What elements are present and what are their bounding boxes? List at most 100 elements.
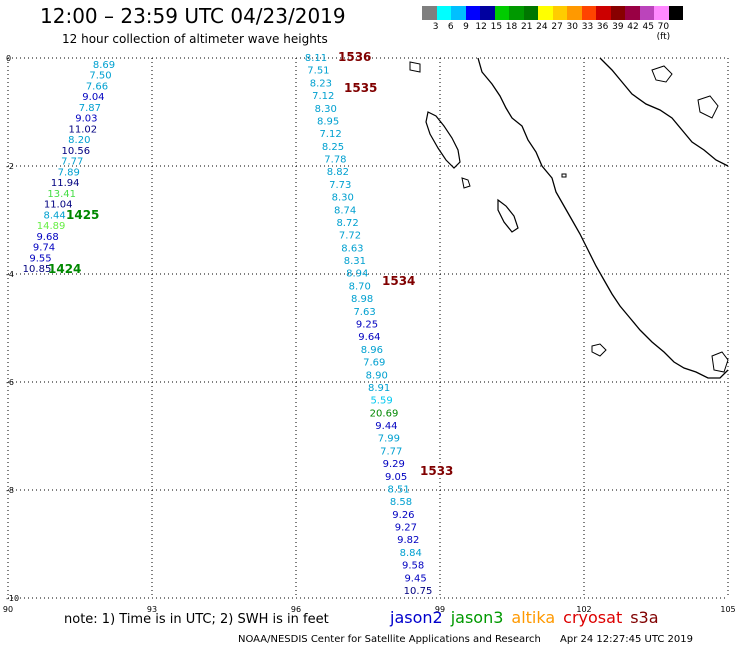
colorbar-swatch (625, 6, 640, 20)
island-outline (561, 173, 567, 178)
y-tick-label: 0 (6, 54, 11, 63)
satellite-jason3: jason3 (450, 608, 504, 627)
pass-time-label: 1425 (66, 208, 99, 222)
colorbar-swatch (596, 6, 611, 20)
swh-value: 5.59 (370, 396, 392, 407)
swh-value: 7.87 (79, 103, 101, 114)
y-tick-label: -8 (6, 486, 14, 495)
swh-value: 9.74 (33, 243, 55, 254)
satellite-s3a: s3a (630, 608, 659, 627)
pass-time-label: 1535 (344, 81, 377, 95)
colorbar-swatch (639, 6, 654, 20)
colorbar-label: 45 (642, 22, 654, 32)
swh-value: 9.68 (36, 232, 58, 243)
colorbar-swatch (523, 6, 538, 20)
swh-value: 14.89 (37, 221, 66, 232)
swh-value: 8.25 (322, 142, 344, 153)
colorbar-label: 15 (490, 22, 503, 32)
colorbar-label: 36 (596, 22, 609, 32)
swh-value: 9.82 (397, 535, 419, 546)
colorbar-swatch (480, 6, 495, 20)
x-tick-label: 90 (3, 605, 13, 614)
swh-value: 7.12 (312, 91, 334, 102)
colorbar-swatch (538, 6, 553, 20)
swh-value: 9.27 (395, 523, 417, 534)
swh-value: 8.63 (341, 243, 363, 254)
colorbar-swatch (581, 6, 596, 20)
swh-value: 7.89 (58, 167, 80, 178)
satellite-altika: altika (511, 608, 556, 627)
coastline (599, 57, 729, 167)
pass-time-label: 1424 (48, 262, 81, 276)
swh-value: 9.55 (29, 253, 51, 264)
x-tick-label: 99 (435, 605, 445, 614)
satellite-legend: jason2 jason3 altika cryosat s3a (390, 608, 667, 627)
swh-value: 7.50 (89, 71, 111, 82)
swh-value: 9.26 (392, 510, 414, 521)
swh-value: 7.78 (324, 155, 346, 166)
swh-value: 11.04 (44, 200, 73, 211)
swh-value: 9.04 (82, 92, 104, 103)
map-title: 12:00 – 23:59 UTC 04/23/2019 (40, 4, 346, 28)
colorbar-swatch (552, 6, 567, 20)
swh-value: 9.25 (356, 320, 378, 331)
colorbar (422, 6, 683, 20)
swh-value: 9.58 (402, 561, 424, 572)
colorbar-swatch (567, 6, 582, 20)
coastline (477, 57, 729, 379)
colorbar-swatch (436, 6, 451, 20)
colorbar-label: 70 (ft) (656, 22, 671, 42)
colorbar-label: 12 (475, 22, 487, 32)
colorbar-swatch (422, 6, 437, 20)
colorbar-label: 21 (520, 22, 533, 32)
y-tick-label: -10 (6, 594, 19, 603)
colorbar-swatch (668, 6, 683, 20)
pass-time-label: 1536 (338, 50, 371, 64)
swh-value: 8.94 (346, 269, 368, 280)
colorbar-labels: 3 6 9 12 15 18 21 24 27 30 33 36 39 42 45 70 (ft) (428, 22, 671, 42)
y-tick-label: -2 (6, 162, 14, 171)
swh-value: 7.63 (353, 307, 375, 318)
swh-value: 7.69 (363, 358, 385, 369)
swh-value: 9.45 (404, 573, 426, 584)
island-outline (591, 343, 607, 357)
swh-value: 7.51 (307, 66, 329, 77)
colorbar-label: 33 (581, 22, 594, 32)
x-tick-label: 105 (720, 605, 735, 614)
swh-value: 9.64 (358, 332, 380, 343)
swh-value: 8.44 (43, 210, 65, 221)
swh-value: 8.11 (305, 53, 327, 64)
map-subtitle: 12 hour collection of altimeter wave hei… (62, 32, 328, 46)
island-outline (409, 61, 421, 73)
island-outline (711, 351, 729, 373)
colorbar-label: 39 (612, 22, 624, 32)
swh-value: 13.41 (47, 189, 76, 200)
swh-value: 8.23 (310, 78, 332, 89)
colorbar-label: 30 (566, 22, 578, 32)
footer: NOAA/NESDIS Center for Satellite Applica… (238, 634, 693, 645)
swh-value: 7.77 (380, 446, 402, 457)
swh-value: 11.02 (69, 124, 98, 135)
x-tick-label: 96 (291, 605, 301, 614)
swh-value: 8.95 (317, 116, 339, 127)
swh-value: 8.82 (327, 167, 349, 178)
island-outline (497, 198, 519, 233)
satellite-cryosat: cryosat (563, 608, 623, 627)
colorbar-label: 42 (627, 22, 639, 32)
swh-value: 7.12 (319, 129, 341, 140)
swh-value: 8.98 (351, 294, 373, 305)
colorbar-label: 3 (432, 22, 439, 32)
swh-value: 11.94 (51, 178, 80, 189)
swh-value: 9.03 (75, 114, 97, 125)
swh-value: 7.66 (86, 81, 108, 92)
swh-value: 8.51 (387, 484, 409, 495)
footnote: note: 1) Time is in UTC; 2) SWH is in fe… (64, 612, 329, 627)
swh-value: 8.69 (93, 60, 115, 71)
colorbar-label: 9 (463, 22, 469, 32)
swh-value: 8.58 (390, 497, 412, 508)
x-tick-label: 93 (147, 605, 157, 614)
swh-value: 9.44 (375, 421, 397, 432)
y-tick-label: -6 (6, 378, 14, 387)
x-tick-label: 102 (576, 605, 591, 614)
